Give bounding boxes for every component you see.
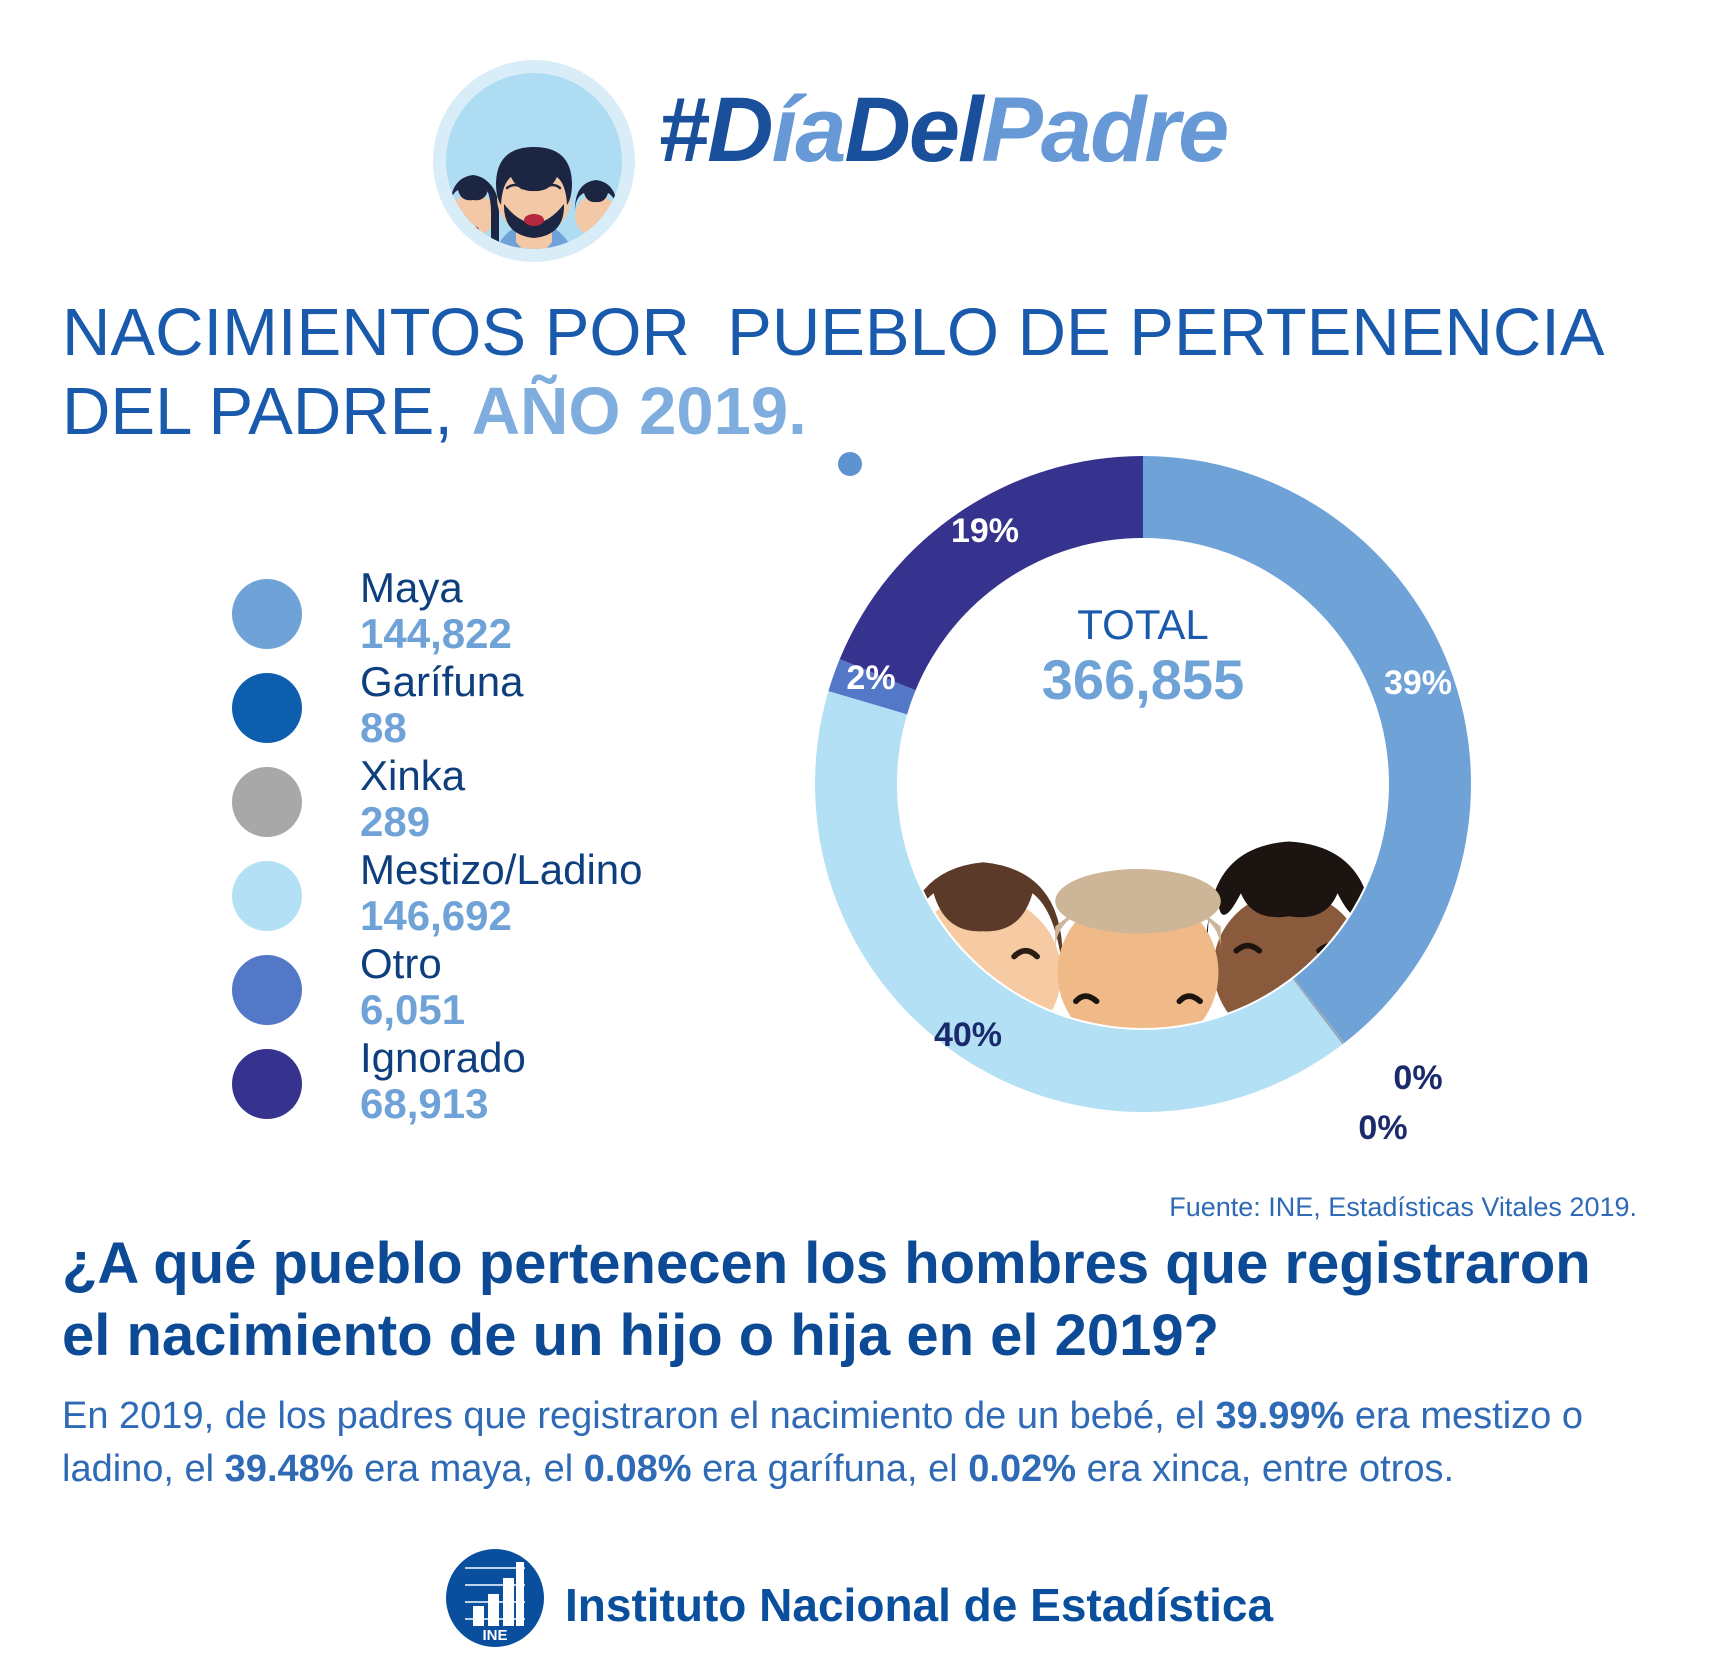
svg-text:INE: INE xyxy=(482,1627,507,1644)
svg-text:366,855: 366,855 xyxy=(1042,648,1244,711)
svg-text:0%: 0% xyxy=(1358,1109,1407,1147)
svg-text:40%: 40% xyxy=(934,1016,1002,1054)
svg-text:2%: 2% xyxy=(846,659,895,697)
svg-text:TOTAL: TOTAL xyxy=(1077,601,1208,648)
svg-text:39%: 39% xyxy=(1384,664,1452,702)
svg-text:19%: 19% xyxy=(951,512,1019,550)
svg-text:0%: 0% xyxy=(1393,1059,1442,1097)
